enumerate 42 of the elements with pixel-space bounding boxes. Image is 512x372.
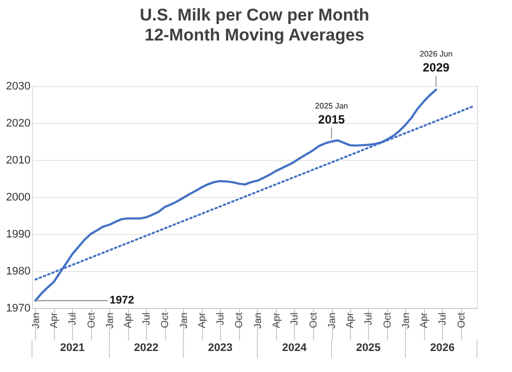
text: 2024	[282, 342, 308, 354]
annotation: 2025 Jan 2015	[315, 102, 348, 126]
x-tick-label: Oct	[456, 312, 468, 328]
text: 2023	[208, 342, 232, 354]
x-tick-label: Apr	[123, 312, 134, 328]
x-tick-label: Apr	[197, 312, 208, 328]
chart-title: U.S. Milk per Cow per Month	[140, 6, 370, 25]
text: 2022	[134, 342, 159, 354]
x-tick-label: Jan	[178, 312, 190, 329]
x-tick-label: Jan	[252, 312, 264, 329]
chart-subtitle: 12-Month Moving Averages	[144, 26, 364, 45]
x-tick-label: Oct	[160, 312, 172, 328]
text: 2021	[60, 342, 85, 354]
x-tick-label: Oct	[86, 312, 98, 328]
y-tick-label: 2020	[6, 118, 30, 130]
y-tick-label: 2000	[6, 192, 30, 204]
text: 2026	[430, 342, 455, 354]
x-tick-label: Jan	[400, 312, 412, 329]
x-tick-label: Apr	[49, 312, 60, 328]
text: 2025	[356, 342, 381, 354]
y-tick-label: 1990	[6, 228, 30, 240]
annotation: 1972	[110, 294, 134, 307]
x-tick-label: Jul	[68, 312, 79, 326]
x-tick-label: Jan	[104, 312, 116, 329]
y-tick-label: 1980	[6, 266, 30, 278]
x-tick-label: Apr	[345, 312, 356, 328]
x-tick-label: Apr	[271, 312, 282, 328]
x-tick-label: Oct	[308, 312, 320, 328]
x-tick-label: Jul	[438, 312, 449, 326]
x-tick-label: Oct	[234, 312, 246, 328]
x-tick-label: Jan	[30, 312, 42, 329]
y-tick-label: 2010	[6, 154, 30, 166]
x-tick-label: Jul	[216, 312, 227, 326]
x-tick-label: Oct	[382, 312, 394, 328]
x-tick-label: Apr	[419, 312, 430, 328]
annotation: 2026 Jun 2029	[420, 50, 453, 75]
x-tick-label: Jul	[290, 312, 301, 326]
x-tick-label: Jul	[364, 312, 375, 326]
x-tick-label: Jul	[142, 312, 153, 326]
y-tick-label: 1970	[6, 302, 30, 314]
x-tick-label: Jan	[327, 312, 338, 329]
y-tick-label: 2030	[6, 80, 30, 92]
